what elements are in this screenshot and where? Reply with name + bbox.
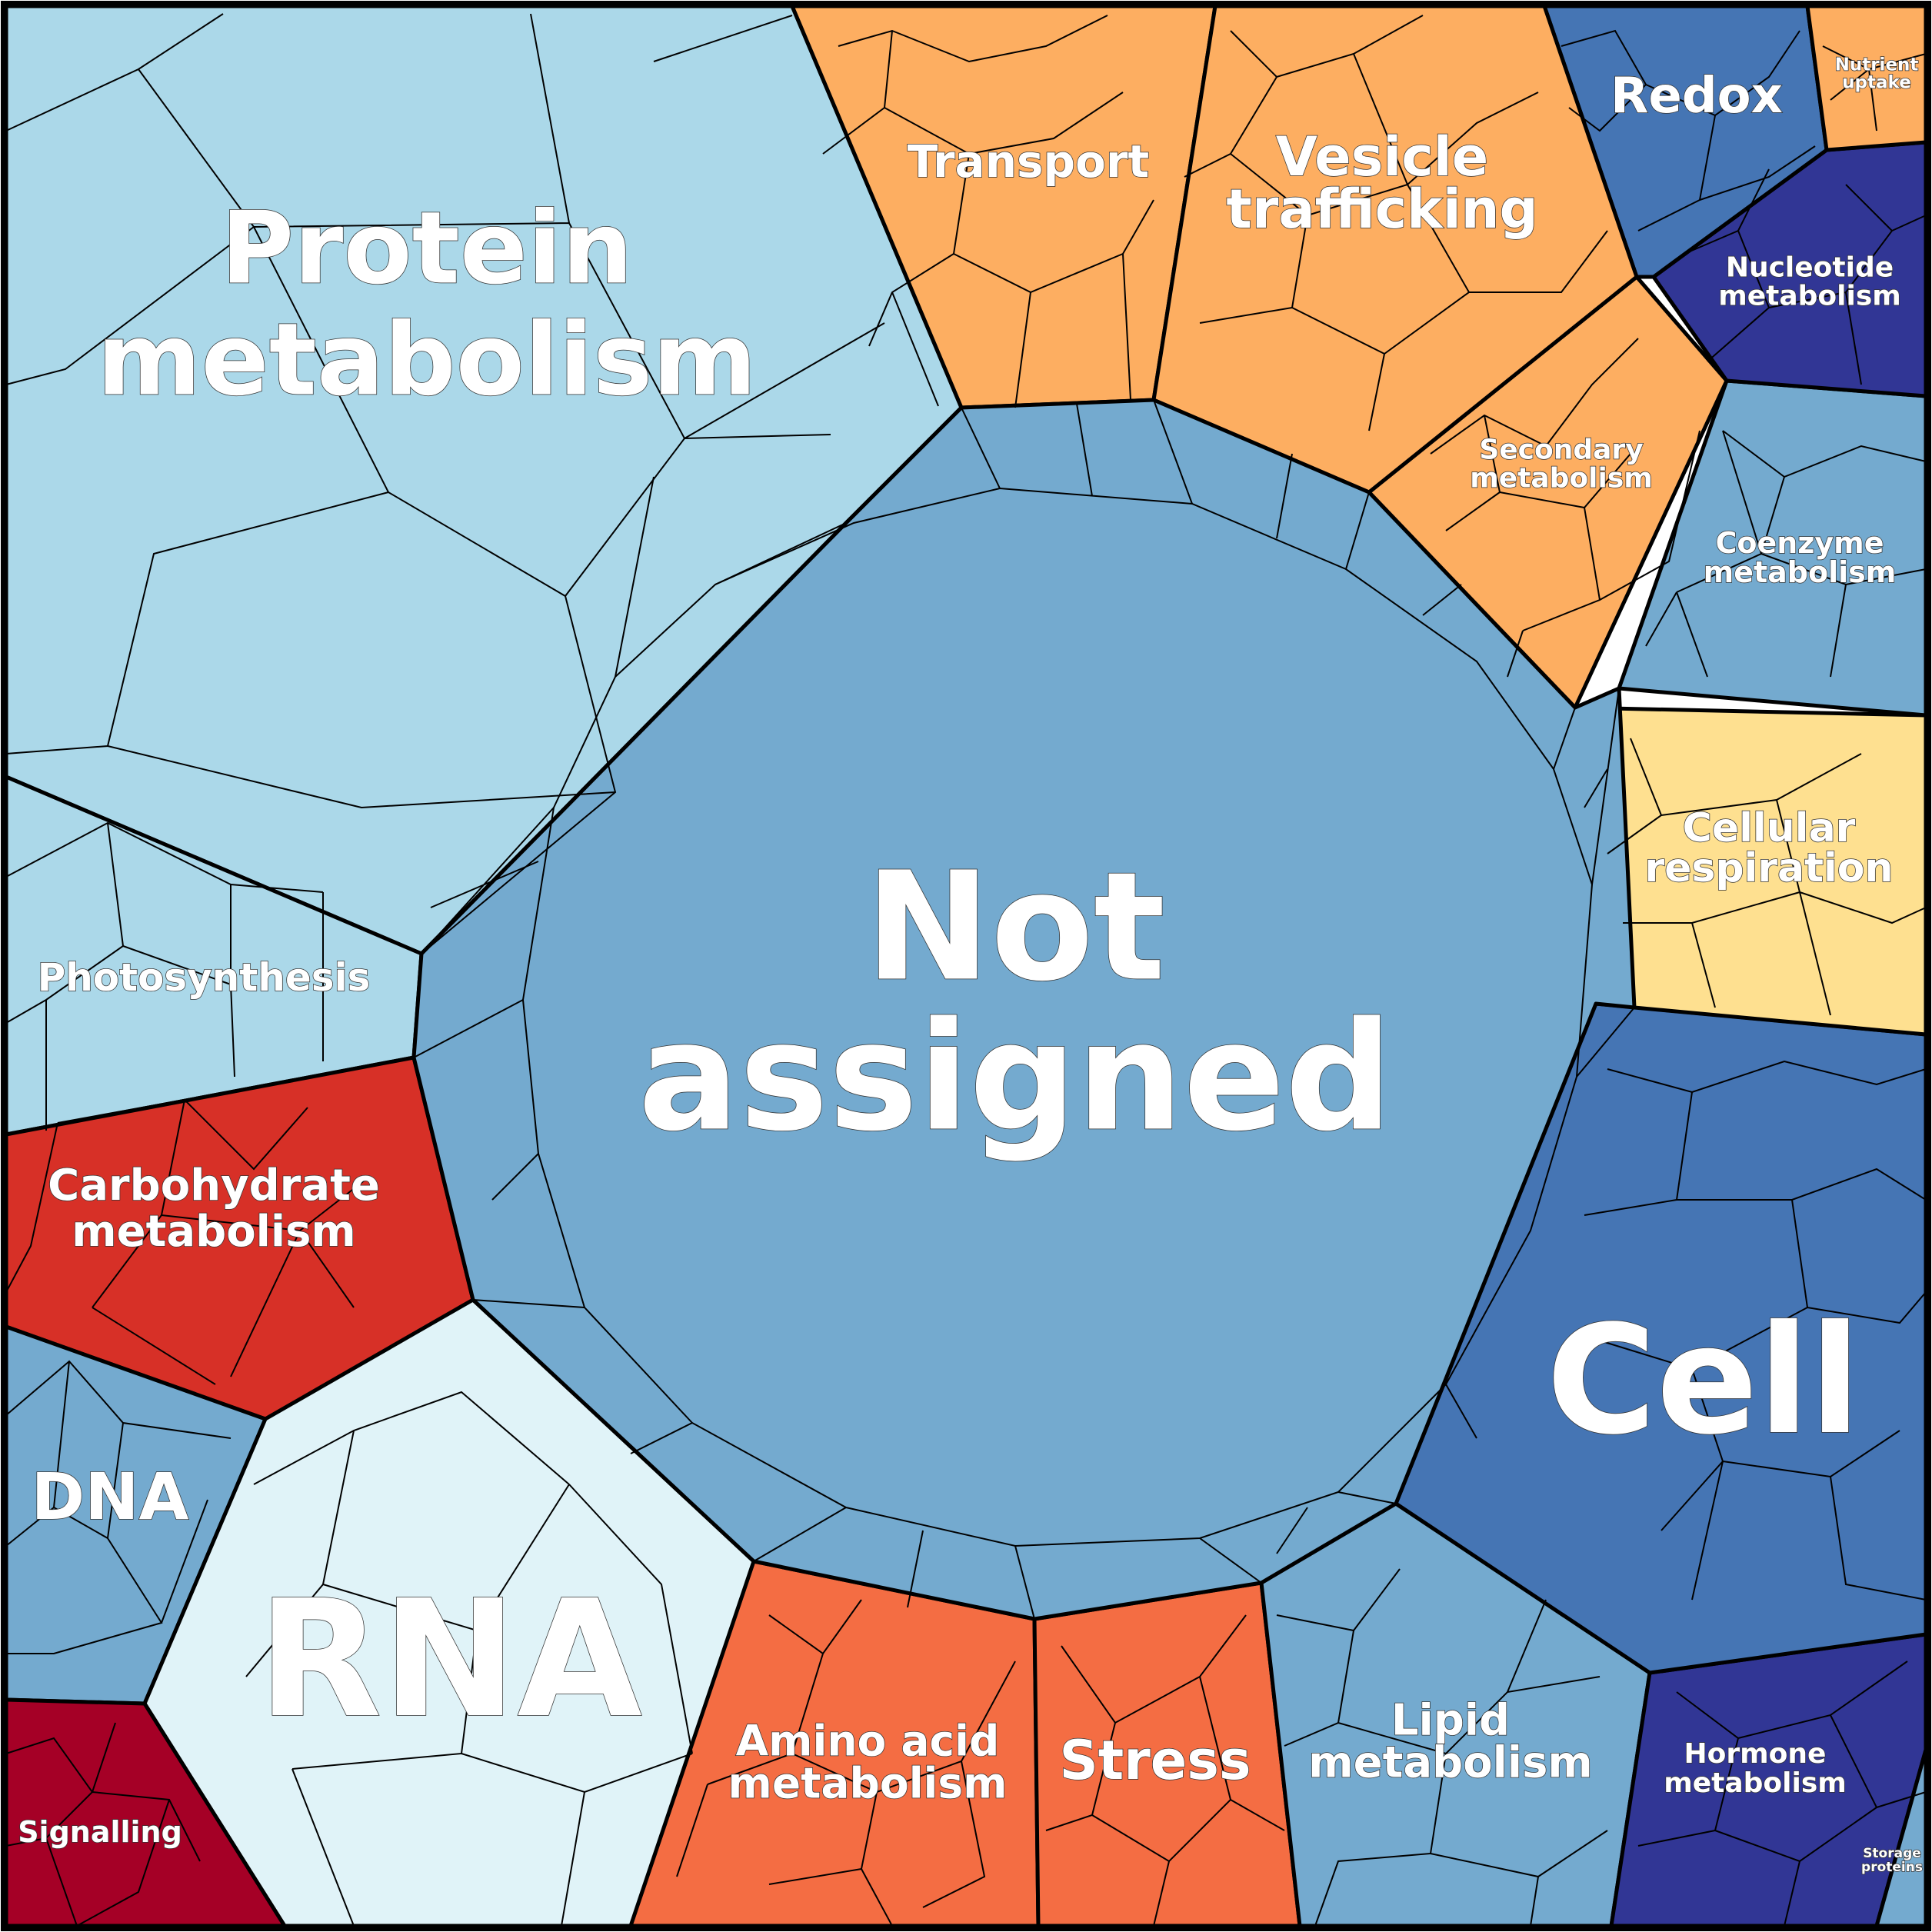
label-carbohydrate-metabolism: Carbohydrate metabolism — [48, 1161, 380, 1257]
label-line: metabolism — [728, 1759, 1008, 1808]
label-line: Storage — [1863, 1846, 1921, 1861]
label-line: proteins — [1861, 1860, 1923, 1875]
label-secondary-metabolism: Secondary metabolism — [1470, 435, 1653, 495]
label-line: Cellular — [1683, 805, 1856, 851]
label-amino-acid-metabolism: Amino acid metabolism — [728, 1717, 1008, 1808]
label-line: RNA — [258, 1565, 642, 1754]
label-line: Vesicle — [1276, 125, 1488, 188]
label-line: Not — [865, 840, 1165, 1014]
label-stress: Stress — [1059, 1729, 1251, 1792]
label-line: Secondary — [1479, 435, 1643, 466]
label-line: Cell — [1546, 1293, 1860, 1467]
label-line: Nutrient — [1835, 55, 1919, 75]
label-line: assigned — [638, 990, 1393, 1164]
subcell-lines — [5, 13, 1927, 1927]
label-line: Signalling — [18, 1815, 182, 1849]
label-dna: DNA — [31, 1459, 188, 1534]
label-line: metabolism — [1308, 1738, 1593, 1788]
label-cellular-respiration: Cellular respiration — [1644, 805, 1893, 891]
label-coenzyme-metabolism: Coenzyme metabolism — [1704, 526, 1897, 589]
label-line: metabolism — [1664, 1767, 1847, 1799]
label-line: metabolism — [1704, 555, 1897, 589]
label-line: Redox — [1611, 68, 1783, 125]
label-line: Carbohydrate — [48, 1161, 380, 1211]
label-cell: Cell — [1546, 1293, 1860, 1467]
label-line: uptake — [1842, 73, 1911, 93]
label-rna: RNA — [258, 1565, 642, 1754]
label-line: metabolism — [72, 1207, 356, 1257]
cell-not-assigned — [411, 398, 1637, 1621]
label-vesicle-trafficking: Vesicle trafficking — [1226, 125, 1537, 241]
label-line: Transport — [908, 135, 1149, 188]
label-line: Lipid — [1391, 1696, 1510, 1746]
label-line: trafficking — [1226, 178, 1537, 241]
label-signalling: Signalling — [18, 1815, 182, 1849]
label-line: Nucleotide — [1726, 252, 1894, 284]
label-nutrient-uptake: Nutrient uptake — [1835, 55, 1919, 93]
label-lipid-metabolism: Lipid metabolism — [1308, 1696, 1593, 1788]
label-hormone-metabolism: Hormone metabolism — [1664, 1738, 1847, 1799]
label-line: metabolism — [97, 301, 757, 418]
label-protein-metabolism: Protein metabolism — [97, 190, 757, 418]
label-line: Hormone — [1684, 1738, 1827, 1770]
label-photosynthesis: Photosynthesis — [38, 955, 371, 1000]
label-line: metabolism — [1470, 463, 1653, 495]
label-line: Photosynthesis — [38, 955, 371, 1000]
label-nucleotide-metabolism: Nucleotide metabolism — [1718, 252, 1901, 312]
label-redox: Redox — [1611, 68, 1783, 125]
label-storage-proteins: Storage proteins — [1861, 1846, 1923, 1875]
label-not-assigned: Not assigned — [638, 840, 1393, 1164]
label-line: Protein — [221, 190, 633, 307]
label-line: Stress — [1059, 1729, 1251, 1792]
label-line: metabolism — [1718, 281, 1901, 312]
label-transport: Transport — [908, 135, 1149, 188]
label-line: Coenzyme — [1715, 526, 1884, 560]
label-line: Amino acid — [736, 1717, 1000, 1766]
label-line: DNA — [31, 1459, 188, 1534]
label-line: respiration — [1644, 845, 1893, 891]
